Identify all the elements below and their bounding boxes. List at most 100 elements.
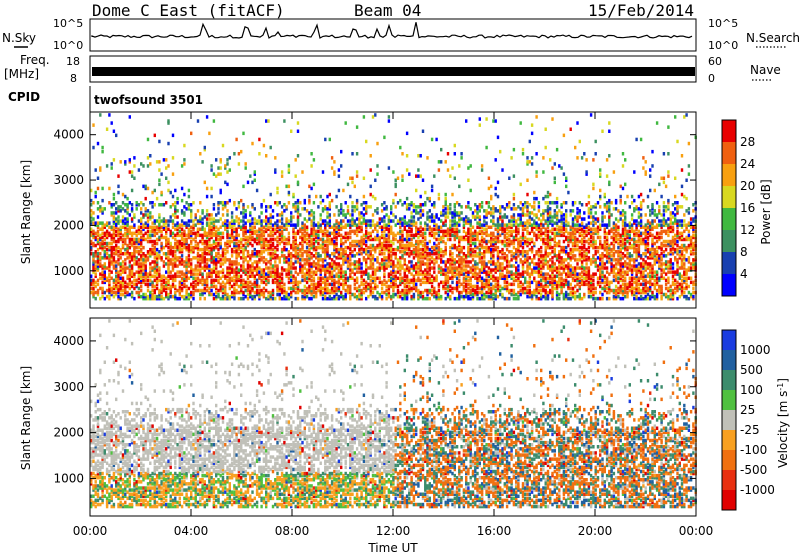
heatmap-cell: [128, 252, 131, 256]
date-label: 15/Feb/2014: [588, 1, 694, 20]
heatmap-cell: [142, 264, 145, 268]
heatmap-cell: [301, 223, 304, 227]
heatmap-cell: [451, 243, 454, 248]
heatmap-cell: [460, 262, 463, 266]
heatmap-cell: [192, 280, 195, 285]
heatmap-cell: [328, 225, 331, 229]
heatmap-cell: [503, 274, 506, 278]
heatmap-cell: [205, 284, 209, 289]
heatmap-cell: [183, 284, 186, 289]
heatmap-cell: [276, 213, 279, 217]
heatmap-cell: [187, 258, 191, 262]
heatmap-cell: [303, 250, 306, 254]
heatmap-cell: [308, 211, 311, 215]
heatmap-cell: [271, 290, 275, 295]
heatmap-cell: [203, 288, 206, 293]
heatmap-cell: [467, 252, 470, 256]
heatmap-cell: [285, 268, 288, 272]
heatmap-cell: [178, 247, 181, 252]
heatmap-cell: [328, 233, 331, 238]
heatmap-cell: [260, 270, 263, 274]
heatmap-cell: [224, 276, 227, 280]
heatmap-cell: [128, 245, 131, 250]
heatmap-cell: [480, 290, 484, 295]
heatmap-cell: [128, 227, 131, 231]
heatmap-cell: [158, 178, 161, 182]
heatmap-cell: [362, 278, 366, 283]
heatmap-cell: [305, 268, 309, 272]
heatmap-cell: [367, 254, 370, 258]
heatmap-cell: [160, 233, 163, 238]
heatmap-cell: [508, 221, 511, 225]
heatmap-cell: [162, 260, 166, 264]
heatmap-cell: [183, 282, 186, 287]
heatmap-cell: [155, 262, 159, 266]
heatmap-cell: [283, 288, 286, 293]
heatmap-cell: [196, 260, 200, 264]
heatmap-cell: [485, 229, 488, 234]
heatmap-cell: [242, 211, 245, 215]
heatmap-cell: [392, 278, 395, 283]
heatmap-cell: [255, 264, 259, 268]
heatmap-cell: [433, 262, 436, 266]
heatmap-cell: [317, 235, 320, 240]
heatmap-cell: [117, 219, 120, 223]
heatmap-cell: [378, 250, 381, 254]
heatmap-cell: [344, 225, 347, 229]
heatmap-cell: [428, 247, 431, 252]
heatmap-cell: [340, 221, 343, 225]
heatmap-cell: [451, 270, 454, 274]
heatmap-cell: [365, 219, 368, 223]
heatmap-cell: [424, 223, 427, 227]
heatmap-cell: [508, 290, 511, 295]
heatmap-cell: [494, 294, 497, 299]
heatmap-cell: [303, 201, 306, 205]
heatmap-cell: [401, 288, 404, 293]
heatmap-cell: [90, 203, 93, 207]
heatmap-cell: [444, 233, 447, 238]
heatmap-cell: [449, 225, 452, 229]
heatmap-cell: [367, 266, 370, 270]
heatmap-cell: [412, 215, 416, 219]
heatmap-cell: [319, 213, 322, 217]
heatmap-cell: [319, 245, 322, 250]
heatmap-cell: [335, 274, 338, 278]
heatmap-cell: [492, 211, 495, 215]
heatmap-cell: [124, 284, 127, 289]
heatmap-cell: [380, 245, 384, 250]
heatmap-cell: [344, 258, 347, 262]
heatmap-cell: [483, 260, 486, 264]
heatmap-cell: [158, 221, 161, 225]
heatmap-cell: [358, 239, 361, 244]
heatmap-cell: [292, 235, 295, 240]
heatmap-cell: [194, 243, 197, 248]
heatmap-cell: [201, 272, 204, 276]
heatmap-cell: [517, 268, 520, 272]
heatmap-cell: [483, 239, 486, 244]
heatmap-cell: [437, 192, 441, 197]
heatmap-cell: [171, 264, 175, 268]
heatmap-cell: [376, 243, 379, 248]
heatmap-cell: [480, 280, 484, 285]
heatmap-cell: [130, 284, 134, 289]
heatmap-cell: [351, 292, 354, 297]
heatmap-cell: [258, 250, 261, 254]
heatmap-cell: [242, 243, 245, 248]
heatmap-cell: [449, 245, 452, 250]
heatmap-cell: [112, 264, 116, 268]
heatmap-cell: [467, 290, 470, 295]
heatmap-cell: [205, 262, 209, 266]
heatmap-cell: [440, 250, 443, 254]
heatmap-cell: [205, 264, 209, 268]
heatmap-cell: [249, 258, 252, 262]
heatmap-cell: [390, 264, 393, 268]
heatmap-cell: [101, 256, 104, 260]
heatmap-cell: [92, 254, 95, 258]
heatmap-cell: [90, 282, 93, 287]
heatmap-cell: [237, 296, 241, 301]
heatmap-cell: [294, 282, 297, 287]
heatmap-cell: [121, 292, 125, 297]
heatmap-cell: [342, 241, 345, 246]
heatmap-cell: [208, 243, 211, 248]
heatmap-cell: [362, 115, 366, 119]
